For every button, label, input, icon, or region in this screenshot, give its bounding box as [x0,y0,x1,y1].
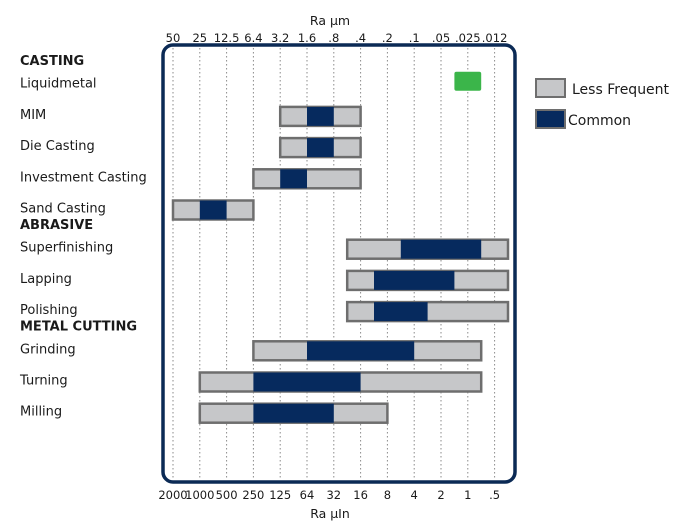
labels-layer: CASTING Liquidmetal MIM Die Casting Investme… [19,54,147,420]
bottom-tick-label: 8 [384,488,391,502]
top-tick-label: .2 [382,31,393,45]
row-label: MIM [20,108,46,123]
row-label: Liquidmetal [20,77,97,92]
common-bar [253,403,334,423]
liquidmetal-bar [454,71,482,91]
top-tick-label: 1.6 [298,31,316,45]
top-tick-label: .8 [328,31,339,45]
group-heading: METAL CUTTING [20,320,137,335]
top-tick-label: 25 [192,31,207,45]
common-bar [307,341,415,361]
row-label: Die Casting [20,139,95,154]
legend-swatch-common [535,109,566,129]
bars-layer [171,71,510,424]
top-tick-label: .012 [482,31,508,45]
top-tick-label: .05 [432,31,450,45]
bottom-tick-label: 500 [216,488,238,502]
bottom-tick-label: 1000 [185,488,214,502]
bottom-tick-label: 32 [326,488,341,502]
bottom-tick-label: 4 [411,488,418,502]
bottom-tick-label: 125 [269,488,291,502]
top-tick-label: .1 [409,31,420,45]
common-bar [400,239,482,259]
bottom-tick-label: 250 [242,488,264,502]
common-bar [280,169,307,189]
bottom-tick-label: 2000 [158,488,187,502]
row-label: Lapping [20,272,72,287]
common-bar [199,200,227,220]
legend: Less Frequent Common [535,78,670,129]
bottom-tick-label: 2 [437,488,444,502]
top-axis-title: Ra μm [310,13,350,28]
bottom-tick-label: 16 [353,488,368,502]
group-heading: ABRASIVE [20,218,93,233]
legend-label-less-frequent: Less Frequent [572,82,670,98]
row-label: Grinding [20,342,76,357]
top-tick-label: 50 [166,31,181,45]
row-label: Superfinishing [20,241,113,256]
bottom-tick-label: 64 [300,488,315,502]
common-bar [253,372,361,392]
top-tick-label: .025 [455,31,481,45]
common-bar [307,106,334,126]
top-tick-label: 12.5 [214,31,240,45]
bottom-tick-label: .5 [489,488,500,502]
legend-swatch-less-frequent [535,78,566,98]
row-label: Polishing [20,303,78,318]
row-label: Investment Casting [20,170,147,185]
top-tick-label: 6.4 [244,31,262,45]
legend-label-common: Common [568,113,631,129]
common-bar [374,270,455,290]
row-label: Turning [19,374,68,389]
common-bar [374,302,428,322]
bottom-tick-label: 1 [464,488,471,502]
top-tick-label: .4 [355,31,366,45]
bottom-axis-title: Ra μIn [310,506,350,521]
plot-frame [161,43,517,484]
group-heading: CASTING [20,54,84,69]
row-label: Sand Casting [20,202,106,217]
top-tick-label: 3.2 [271,31,289,45]
common-bar [307,138,334,158]
row-label: Milling [20,405,62,420]
ticks-layer: 50 25 12.5 6.4 3.2 1.6.8.4.2.1.05.025.0122000… [158,31,507,502]
